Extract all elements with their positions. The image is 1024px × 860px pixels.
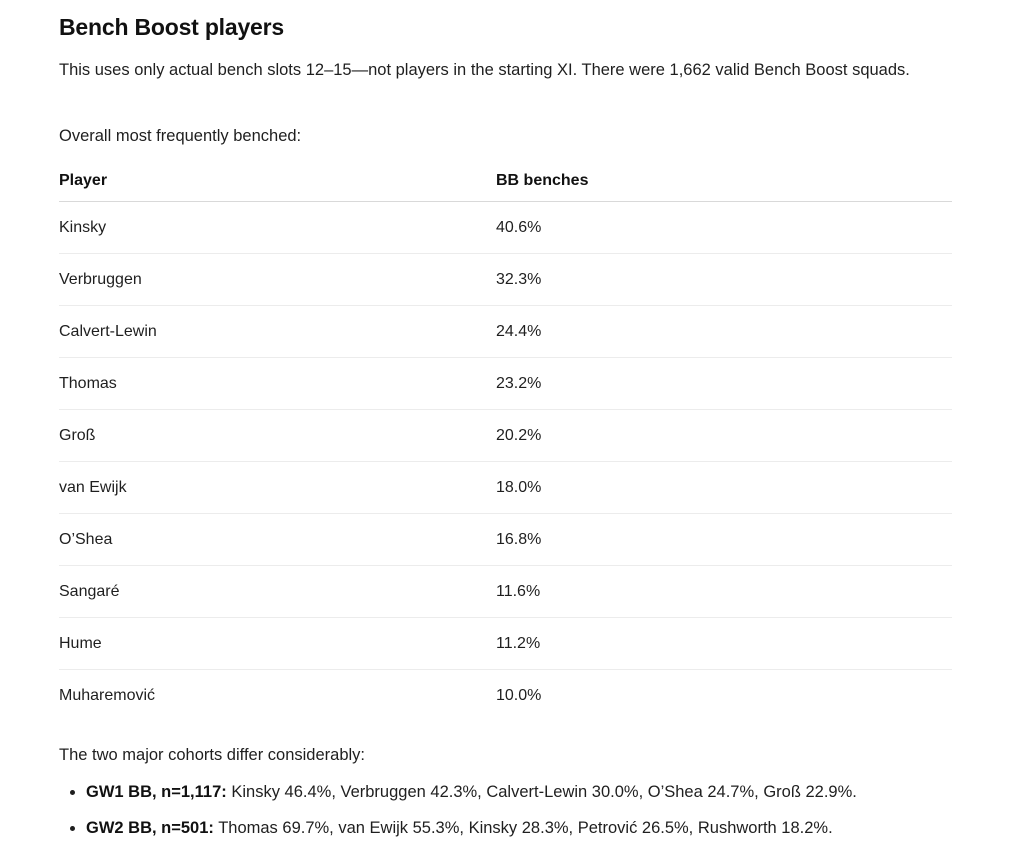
table-row: Calvert-Lewin 24.4% — [59, 305, 952, 358]
percent-cell: 10.0% — [496, 686, 542, 704]
percent-cell: 40.6% — [496, 201, 952, 254]
player-cell: Hume — [59, 617, 496, 670]
cohort-label: GW1 BB, n=1,117: — [86, 783, 227, 801]
column-header-player: Player — [59, 160, 496, 202]
cohort-summary-text: The two major cohorts differ considerabl… — [59, 746, 365, 764]
player-cell: Thomas — [59, 357, 496, 410]
player-cell: O’Shea — [59, 513, 496, 566]
intro-paragraph: This uses only actual bench slots 12–15—… — [59, 61, 910, 79]
table-lead-text: Overall most frequently benched: — [59, 127, 302, 145]
list-item: GW2 BB, n=501: Thomas 69.7%, van Ewijk 5… — [86, 815, 956, 841]
table-row: Sangaré 11.6% — [59, 565, 952, 618]
table-row: Muharemović 10.0% — [59, 670, 952, 722]
player-cell: Groß — [59, 409, 496, 462]
table-row: van Ewijk 18.0% — [59, 461, 952, 514]
table-row: Kinsky 40.6% — [59, 201, 952, 254]
cohort-list: GW1 BB, n=1,117: Kinsky 46.4%, Verbrugge… — [59, 779, 956, 851]
cohort-details: Kinsky 46.4%, Verbruggen 42.3%, Calvert-… — [226, 783, 857, 801]
percent-cell: 23.2% — [496, 357, 952, 410]
percent-cell: 18.0% — [496, 461, 952, 514]
cohort-label: GW2 BB, n=501: — [86, 819, 214, 837]
list-item: GW1 BB, n=1,117: Kinsky 46.4%, Verbrugge… — [86, 779, 956, 805]
player-cell: Sangaré — [59, 565, 496, 618]
table-header-row: Player BB benches — [59, 160, 952, 202]
player-cell: Calvert-Lewin — [59, 305, 496, 358]
table-row: O’Shea 16.8% — [59, 513, 952, 566]
percent-cell: 24.4% — [496, 305, 952, 358]
table-row: Hume 11.2% — [59, 617, 952, 670]
bench-table: Player BB benches Kinsky 40.6% Verbrugge… — [59, 160, 952, 721]
column-header-bb-benches: BB benches — [496, 160, 952, 202]
table-row: Thomas 23.2% — [59, 357, 952, 410]
player-cell: Muharemović — [59, 686, 156, 704]
player-cell: van Ewijk — [59, 461, 496, 514]
cohort-details: Thomas 69.7%, van Ewijk 55.3%, Kinsky 28… — [213, 819, 833, 837]
player-cell: Kinsky — [59, 201, 496, 254]
percent-cell: 20.2% — [496, 409, 952, 462]
player-cell: Verbruggen — [59, 253, 496, 306]
table-row: Groß 20.2% — [59, 409, 952, 462]
percent-cell: 11.6% — [496, 565, 952, 618]
percent-cell: 16.8% — [496, 513, 952, 566]
table-row: Verbruggen 32.3% — [59, 253, 952, 306]
section-heading: Bench Boost players — [59, 14, 284, 40]
percent-cell: 32.3% — [496, 253, 952, 306]
percent-cell: 11.2% — [496, 617, 952, 670]
